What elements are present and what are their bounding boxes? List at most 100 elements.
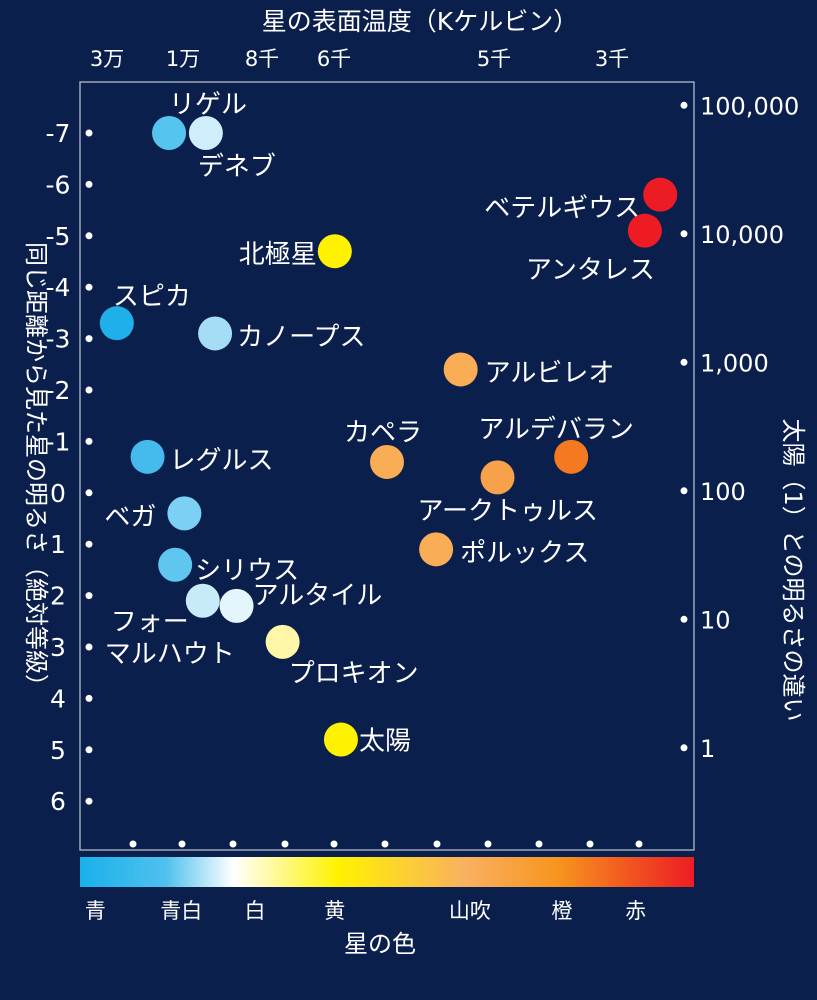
star-marker (480, 460, 515, 495)
star-marker (198, 316, 233, 351)
star-marker (419, 532, 454, 567)
right-tick-dot (680, 615, 688, 623)
left-tick-label: 1 (50, 530, 66, 559)
left-tick-label: -2 (46, 376, 71, 405)
bottom-dot (129, 840, 137, 848)
left-tick-dot (85, 129, 93, 137)
bottom-axis-dots (129, 840, 643, 848)
right-tick-dot (680, 358, 688, 366)
color-bar-title: 星の色 (344, 930, 416, 958)
left-tick-label: -5 (46, 222, 71, 251)
left-tick-dot (85, 694, 93, 702)
right-axis-ticks: 100,000 10,000 1,000 100 10 1 (680, 92, 799, 763)
star-marker (188, 116, 223, 150)
right-axis-title: 太陽（1）との明るさの違い (779, 418, 807, 721)
left-tick-dot (85, 232, 93, 240)
top-tick-label: 8千 (245, 47, 279, 71)
star-label: リゲル (169, 90, 247, 120)
star-marker (265, 624, 300, 659)
bottom-dot (535, 840, 543, 848)
star-marker (130, 439, 165, 474)
color-bar (80, 857, 694, 887)
bottom-dot (635, 840, 643, 848)
star-label: 北極星 (239, 240, 317, 270)
color-name-label: 橙 (551, 899, 572, 923)
left-tick-dot (85, 437, 93, 445)
top-tick-label: 1万 (166, 47, 200, 71)
color-name-label: 青白 (160, 899, 202, 923)
star-label: プロキオン (289, 659, 419, 689)
star-marker (323, 722, 358, 757)
star-marker (370, 444, 404, 479)
left-tick-dot (85, 335, 93, 343)
bottom-dot (229, 840, 237, 848)
color-name-label: 白 (244, 899, 265, 923)
star-marker (443, 352, 478, 387)
star-label: フォーマルハウト (105, 608, 235, 670)
right-tick-label: 100 (700, 478, 746, 506)
star-marker (317, 234, 352, 269)
left-axis-title: 同じ距離から見た星の明るさ（絶対等級） (22, 242, 50, 698)
star-marker (99, 306, 134, 341)
star-marker (554, 439, 589, 474)
star-marker (219, 588, 254, 623)
right-tick-dot (680, 230, 688, 238)
star-label: アルデバラン (478, 415, 634, 445)
right-tick-dot (680, 487, 688, 495)
star-label: ベガ (104, 502, 156, 532)
star-label: ベテルギウス (484, 194, 640, 224)
right-tick-dot (680, 101, 688, 109)
bottom-dot (433, 840, 441, 848)
left-tick-dot (85, 746, 93, 754)
star-label: ポルックス (460, 538, 589, 568)
left-tick-label: -7 (46, 119, 71, 148)
plot-frame (79, 81, 695, 851)
right-tick-label: 1 (700, 735, 715, 763)
left-tick-label: 3 (50, 633, 66, 662)
bottom-dot (381, 840, 389, 848)
left-tick-dot (85, 283, 93, 291)
left-tick-label: 6 (50, 787, 66, 816)
right-tick-label: 100,000 (700, 92, 799, 120)
left-tick-dot (85, 592, 93, 600)
color-name-label: 黄 (324, 899, 345, 923)
left-tick-dot (85, 643, 93, 651)
star-label: カペラ (344, 418, 422, 448)
left-tick-dot (85, 489, 93, 497)
top-tick-label: 5千 (477, 47, 511, 71)
star-label: シリウス (195, 556, 299, 586)
right-tick-dot (680, 744, 688, 752)
left-tick-label: -1 (46, 427, 71, 456)
left-tick-dot (85, 180, 93, 188)
bottom-dot (586, 840, 594, 848)
star-marker (627, 213, 662, 248)
star-label: カノープス (237, 322, 365, 352)
left-tick-label: 2 (50, 582, 66, 611)
bottom-dot (178, 840, 186, 848)
color-name-label: 赤 (625, 899, 646, 923)
bottom-dot (484, 840, 492, 848)
star-marker (185, 583, 220, 618)
star-marker (152, 116, 187, 150)
right-tick-label: 1,000 (700, 349, 769, 377)
star-label: アンタレス (526, 256, 655, 286)
left-tick-label: 5 (50, 736, 66, 765)
star-marker (158, 547, 193, 582)
left-axis-ticks: -7 -6 -5 -4 -3 -2 -1 0 1 2 3 4 5 6 (46, 119, 93, 816)
left-tick-dot (85, 386, 93, 394)
top-axis-title: 星の表面温度（Kケルビン） (262, 7, 578, 36)
color-name-label: 山吹 (449, 899, 491, 923)
color-name-label: 青 (85, 899, 106, 923)
left-tick-label: 4 (50, 684, 66, 713)
star-marker (167, 496, 202, 531)
top-tick-label: 3千 (595, 47, 629, 71)
top-axis-ticks: 3万 1万 8千 6千 5千 3千 (90, 47, 629, 71)
top-tick-label: 3万 (90, 47, 124, 71)
left-tick-label: 0 (50, 479, 66, 508)
star-label: デネブ (198, 152, 276, 182)
color-name-labels: 青 青白 白 黄 山吹 橙 赤 (85, 899, 646, 923)
left-tick-label: -4 (46, 273, 71, 302)
right-tick-label: 10 (700, 606, 731, 634)
